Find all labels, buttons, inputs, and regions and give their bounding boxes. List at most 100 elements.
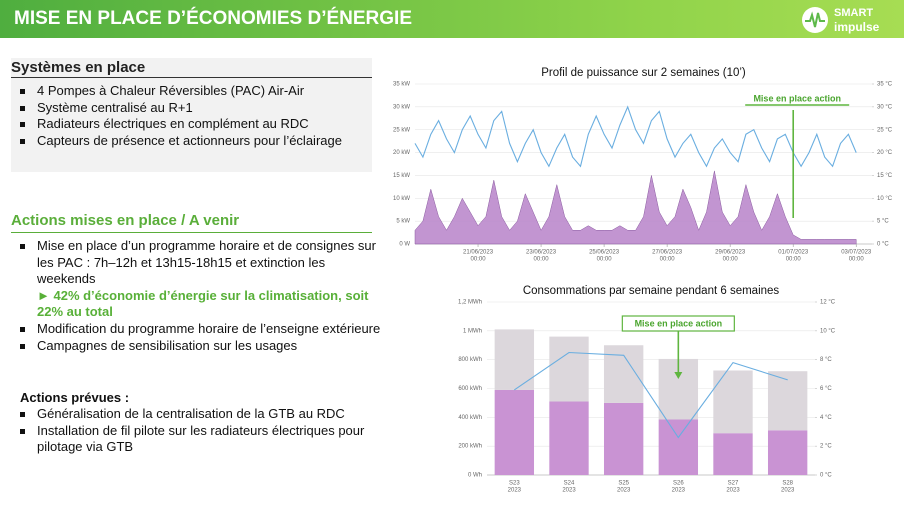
- logo-icon: [805, 11, 825, 28]
- y-tick-label: 35 kW: [393, 82, 410, 88]
- x-tick-label: 23/06/2023: [526, 250, 557, 256]
- header: MISE EN PLACE D’ÉCONOMIES D’ÉNERGIE SMAR…: [0, 0, 904, 38]
- y2-tick-label: 15 °C: [877, 173, 893, 179]
- bullet-item: Capteurs de présence et actionneurs pour…: [20, 133, 372, 150]
- bar-segment: [603, 402, 644, 475]
- bar-segment: [549, 401, 589, 475]
- x-tick-label: S28: [782, 481, 793, 487]
- bullet-item: Radiateurs électriques en complément au …: [20, 116, 372, 133]
- x-tick-sublabel: 2023: [726, 488, 740, 494]
- logo-text: SMART: [834, 7, 874, 19]
- y2-tick-label: 4 °C: [820, 415, 832, 421]
- bullet-item: Généralisation de la centralisation de l…: [20, 406, 382, 423]
- x-tick-sublabel: 2023: [508, 488, 522, 494]
- power-area: [414, 170, 857, 245]
- x-tick-label: 00:00: [597, 257, 613, 263]
- item-text: Modification du programme horaire de l’e…: [37, 320, 381, 336]
- x-tick-sublabel: 2023: [781, 488, 795, 494]
- y-tick-label: 0 W: [399, 242, 410, 248]
- temperature-line: [414, 105, 857, 168]
- x-tick-label: 03/07/2023: [841, 250, 872, 256]
- y2-tick-label: 35 °C: [877, 82, 893, 88]
- bar-segment: [494, 389, 535, 475]
- x-tick-label: 01/07/2023: [778, 250, 809, 256]
- y2-tick-label: 0 °C: [820, 473, 832, 479]
- y-tick-label: 0 Wh: [468, 473, 482, 479]
- x-tick-label: 00:00: [471, 257, 487, 263]
- y2-tick-label: 10 °C: [820, 328, 836, 334]
- bar-segment: [603, 345, 644, 403]
- y-tick-label: 5 kW: [396, 219, 410, 225]
- y-tick-label: 25 kW: [393, 127, 410, 133]
- chart-title: Profil de puissance sur 2 semaines (10’): [541, 67, 746, 79]
- bullet-item: Installation de fil pilote sur les radia…: [20, 423, 382, 456]
- y-tick-label: 10 kW: [393, 196, 410, 202]
- x-tick-label: 25/06/2023: [589, 250, 620, 256]
- planned-title: Actions prévues :: [20, 390, 130, 405]
- item-text: Campagnes de sensibilisation sur les usa…: [37, 337, 298, 353]
- y-tick-label: 600 kWh: [458, 386, 482, 392]
- y2-tick-label: 10 °C: [877, 196, 893, 202]
- annotation-text: Mise en place action: [753, 93, 841, 103]
- bullet-item: 4 Pompes à Chaleur Réversibles (PAC) Air…: [20, 83, 372, 100]
- y-tick-label: 1 MWh: [463, 328, 482, 334]
- item-text: Mise en place d’un programme horaire et …: [37, 238, 376, 287]
- y2-tick-label: 8 °C: [820, 357, 832, 363]
- rule: [11, 77, 372, 78]
- rule: [11, 232, 372, 233]
- x-tick-label: 00:00: [723, 257, 739, 263]
- bullet-item: Système centralisé au R+1: [20, 100, 372, 117]
- x-tick-label: 00:00: [786, 257, 802, 263]
- y2-tick-label: 30 °C: [877, 104, 893, 110]
- bar-segment: [549, 336, 589, 402]
- x-tick-label: 21/06/2023: [463, 250, 494, 256]
- bar-segment: [713, 370, 753, 434]
- y2-tick-label: 0 °C: [877, 242, 889, 248]
- section-title: Systèmes en place: [11, 59, 146, 76]
- planned-list: Généralisation de la centralisation de l…: [11, 406, 382, 456]
- bullet-item: Modification du programme horaire de l’e…: [20, 320, 382, 338]
- slide-title: MISE EN PLACE D’ÉCONOMIES D’ÉNERGIE: [14, 8, 412, 29]
- y-tick-label: 20 kW: [393, 150, 410, 156]
- systems-list: 4 Pompes à Chaleur Réversibles (PAC) Air…: [11, 83, 372, 149]
- y-tick-label: 1,2 MWh: [458, 300, 482, 306]
- x-tick-label: 00:00: [534, 257, 550, 263]
- y2-tick-label: 25 °C: [877, 127, 893, 133]
- x-tick-sublabel: 2023: [617, 488, 631, 494]
- y2-tick-label: 12 °C: [820, 300, 836, 306]
- x-tick-label: S23: [509, 481, 520, 487]
- highlight: ► 42% d’économie d’énergie sur la climat…: [37, 287, 369, 320]
- y-tick-label: 30 kW: [393, 104, 410, 110]
- bar-segment: [494, 329, 535, 390]
- bullet-item: Mise en place d’un programme horaire et …: [20, 238, 382, 321]
- y2-tick-label: 2 °C: [820, 444, 832, 450]
- x-tick-label: S27: [728, 481, 739, 487]
- x-tick-label: S26: [673, 481, 684, 487]
- bar-segment: [658, 358, 699, 420]
- y-tick-label: 200 kWh: [458, 444, 482, 450]
- section-title: Actions mises en place / A venir: [11, 212, 240, 229]
- y2-tick-label: 20 °C: [877, 150, 893, 156]
- x-tick-label: S25: [618, 481, 629, 487]
- logo: SMART impulse: [802, 6, 892, 34]
- annotation-text: Mise en place action: [635, 318, 723, 328]
- bar-segment: [767, 371, 808, 431]
- bar-segment: [713, 433, 753, 475]
- y-tick-label: 800 kWh: [458, 357, 482, 363]
- x-tick-label: 00:00: [660, 257, 676, 263]
- logo-text: impulse: [834, 20, 880, 34]
- y2-tick-label: 5 °C: [877, 219, 889, 225]
- bar-segment: [767, 430, 808, 475]
- x-tick-label: 27/06/2023: [652, 250, 683, 256]
- y-tick-label: 400 kWh: [458, 415, 482, 421]
- bar-segment: [658, 419, 699, 475]
- y-tick-label: 15 kW: [393, 173, 410, 179]
- annotation-box: [621, 315, 735, 332]
- actions-list: Mise en place d’un programme horaire et …: [11, 238, 382, 354]
- y2-tick-label: 6 °C: [820, 386, 832, 392]
- temperature-line: [513, 351, 788, 439]
- bullet-item: Campagnes de sensibilisation sur les usa…: [20, 337, 382, 355]
- x-tick-label: S24: [564, 481, 575, 487]
- x-tick-sublabel: 2023: [562, 488, 576, 494]
